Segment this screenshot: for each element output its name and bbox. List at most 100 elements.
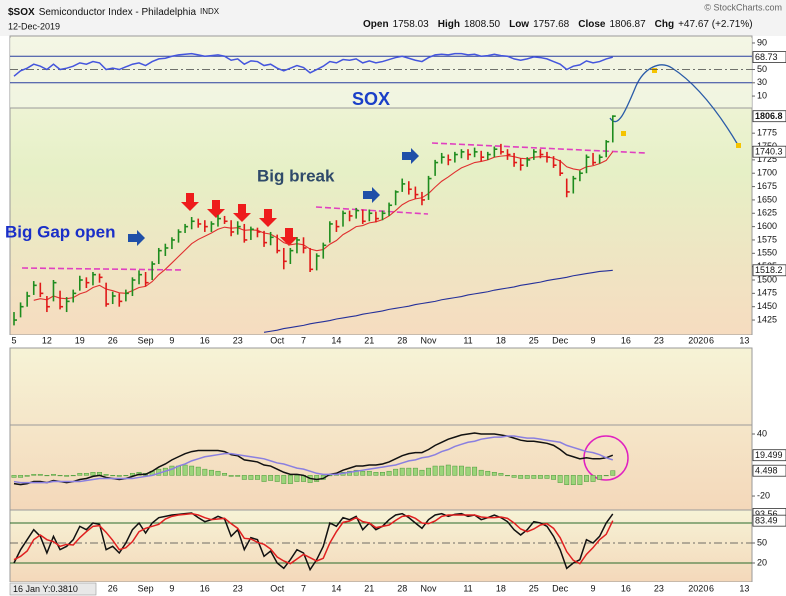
histogram-bar (472, 466, 478, 476)
x-tick-label: 23 (233, 583, 243, 593)
histogram-bar (215, 470, 221, 476)
y-tick-label: 1475 (757, 288, 777, 298)
histogram-bar (380, 472, 385, 476)
histogram-bar (478, 469, 484, 476)
projection-point (652, 68, 657, 73)
x-tick-label: 6 (709, 583, 714, 593)
macd-panel (9, 347, 753, 511)
histogram-bar (129, 473, 135, 476)
y-tick-label: 10 (757, 90, 767, 100)
y-tick-label: 1650 (757, 194, 777, 204)
histogram-bar (399, 467, 405, 476)
histogram-bar (511, 475, 517, 478)
value-tag (752, 264, 786, 277)
histogram-bar (386, 470, 392, 476)
annotation: Big Gap open (5, 222, 116, 241)
histogram-bar (287, 475, 293, 484)
x-tick-label: 26 (108, 583, 118, 593)
histogram-bar (412, 467, 418, 476)
x-tick-label: 16 (621, 335, 631, 345)
x-tick-label: 16 (621, 583, 631, 593)
x-tick-label: 13 (739, 335, 749, 345)
x-tick-label: Sep (138, 335, 154, 345)
histogram-bar (11, 475, 17, 478)
histogram-bar (51, 474, 56, 476)
rsi-panel (10, 38, 752, 108)
series-line (263, 269, 613, 333)
histogram-bar (432, 465, 438, 476)
histogram-bar (452, 465, 458, 476)
y-tick-label: 1550 (757, 248, 777, 258)
histogram-bar (77, 473, 83, 476)
histogram-bar (123, 475, 129, 477)
arrow (363, 187, 380, 203)
histogram-bar (228, 475, 234, 477)
arrow (181, 193, 199, 211)
y-tick-label: 1600 (757, 221, 777, 231)
x-tick-label: 7 (301, 335, 306, 345)
x-tick-label: 13 (739, 583, 749, 593)
x-tick-label: 25 (529, 335, 539, 345)
histogram-bar (551, 475, 557, 480)
value-tag (752, 110, 786, 123)
x-tick-label: 9 (591, 335, 596, 345)
projection-point (621, 131, 626, 136)
annotation: Big break (257, 166, 335, 185)
x-tick-label: Nov (421, 583, 438, 593)
series-line (13, 435, 614, 484)
x-tick-label: 23 (233, 335, 243, 345)
value-tag-label: 68.73 (755, 52, 778, 62)
histogram-bar (83, 473, 89, 476)
x-axis-strip (0, 582, 786, 596)
histogram-bar (255, 475, 260, 480)
x-tick-label: 9 (591, 583, 596, 593)
y-tick-label: 90 (757, 37, 767, 47)
readout-box (9, 582, 97, 596)
quote-value: +47.67 (+2.71%) (678, 19, 753, 30)
x-tick-label: 16 (200, 583, 210, 593)
y-tick-label: 50 (757, 537, 767, 547)
series-line (13, 512, 614, 572)
histogram-bar (31, 474, 37, 476)
x-tick-label: Nov (421, 335, 438, 345)
histogram-bar (610, 470, 616, 476)
x-tick-label: 2020 (688, 335, 708, 345)
value-tag-label: 1806.8 (755, 111, 783, 121)
x-tick-label: Oct (270, 583, 285, 593)
x-tick-label: 14 (331, 583, 341, 593)
histogram-bar (208, 469, 214, 476)
histogram-bar (603, 475, 609, 477)
histogram-bar (366, 470, 372, 476)
histogram-bar (353, 469, 359, 476)
histogram-bar (169, 465, 175, 476)
x-tick-label: 16 (200, 335, 210, 345)
x-tick-label: 26 (108, 335, 118, 345)
quote-value: 1757.68 (533, 19, 570, 30)
credit: © StockCharts.com (704, 2, 782, 12)
quote-label: Chg (655, 19, 674, 30)
histogram-bar (202, 468, 208, 476)
x-tick-label: Oct (270, 335, 285, 345)
histogram-bar (373, 472, 379, 476)
x-axis-strip (0, 335, 786, 348)
marks: 55121219192626SepSep9916162323OctOct7714… (10, 37, 777, 593)
x-tick-label: 21 (364, 335, 374, 345)
histogram-bar (24, 475, 30, 477)
value-tag (752, 51, 786, 63)
projection-curve (609, 64, 739, 146)
blue-arrows (128, 148, 419, 246)
histogram-bar (537, 475, 543, 479)
histogram-bar (103, 474, 109, 476)
x-tick-label: 18 (496, 335, 506, 345)
histogram-bar (577, 475, 583, 485)
histogram-bar (360, 470, 366, 476)
x-tick-label: 11 (463, 335, 472, 345)
histogram-bar (110, 475, 116, 477)
x-tick-label: 18 (496, 583, 506, 593)
x-tick-label: Sep (138, 583, 154, 593)
index-name: Semiconductor Index - Philadelphia (39, 7, 197, 18)
histogram-bar (274, 475, 280, 482)
histogram-bar (235, 475, 241, 477)
histogram-bar (564, 475, 570, 485)
